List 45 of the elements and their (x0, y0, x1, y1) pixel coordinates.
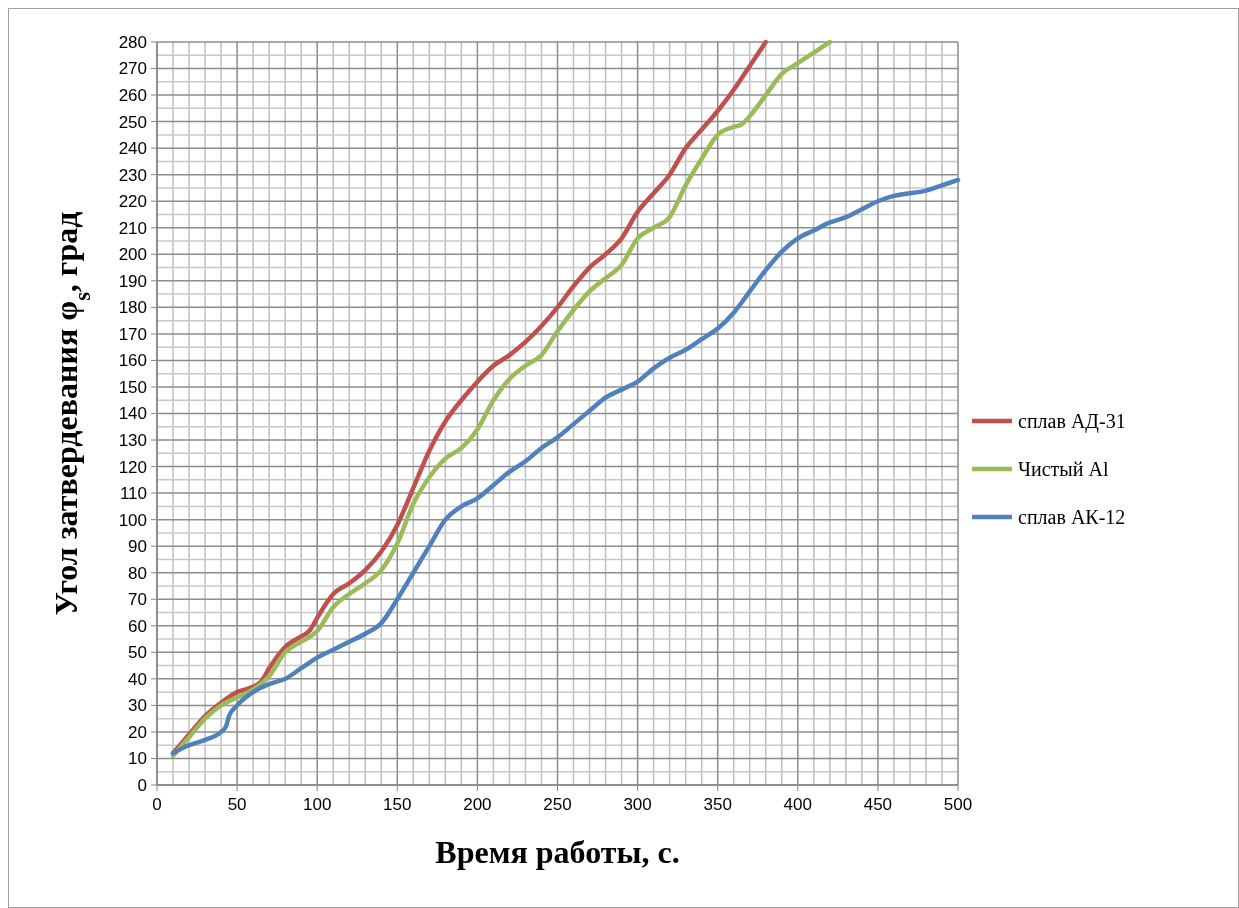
x-tick-label: 200 (463, 795, 492, 814)
y-tick-label: 250 (118, 112, 147, 132)
x-tick-label: 300 (623, 795, 652, 814)
x-tick-label: 450 (863, 795, 893, 814)
y-tick-label: 130 (118, 430, 147, 450)
y-tick-label: 190 (118, 271, 147, 291)
line-series (170, 177, 961, 756)
x-tick-label: 350 (703, 795, 732, 814)
y-tick-label: 90 (128, 537, 147, 557)
y-tick-label: 170 (118, 324, 147, 344)
y-tick-label: 40 (128, 669, 147, 689)
y-tick-label: 110 (119, 484, 147, 504)
y-tick-label: 240 (118, 139, 147, 159)
y-tick-label: 100 (118, 510, 147, 530)
y-tick-label: 200 (118, 245, 147, 265)
y-tick-label: 80 (128, 563, 147, 583)
y-tick-label: 30 (128, 696, 147, 716)
x-tick-label: 150 (383, 795, 412, 814)
legend-label: сплав АК-12 (1018, 506, 1126, 528)
y-tick-label: 160 (118, 351, 147, 371)
x-tick-label: 50 (227, 795, 247, 814)
x-tick-label: 400 (783, 795, 812, 814)
y-tick-label: 140 (118, 404, 147, 424)
x-tick-label: 100 (303, 795, 332, 814)
y-tick-label: 0 (137, 775, 147, 795)
y-tick-label: 50 (128, 643, 147, 663)
y-tick-label: 270 (118, 59, 147, 79)
y-tick-label: 120 (118, 457, 147, 477)
x-tick-label: 250 (543, 795, 572, 814)
y-tick-label: 230 (118, 165, 147, 185)
y-tick-label: 210 (118, 218, 147, 238)
y-tick-label: 60 (128, 616, 147, 636)
legend-label: сплав АД-31 (1018, 410, 1126, 433)
y-tick-label: 10 (128, 749, 147, 769)
y-tick-label: 280 (118, 32, 147, 52)
y-tick-label: 20 (128, 722, 147, 742)
y-tick-label: 260 (118, 86, 147, 106)
x-tick-label: 500 (943, 795, 973, 814)
y-tick-label: 220 (118, 192, 147, 212)
y-tick-label: 70 (128, 590, 147, 610)
x-tick-label: 0 (152, 795, 162, 814)
y-tick-label: 150 (118, 377, 147, 397)
x-axis-title: Время работы, с. (435, 834, 680, 870)
legend-label: Чистый Al (1018, 458, 1109, 480)
y-tick-label: 180 (118, 298, 147, 318)
